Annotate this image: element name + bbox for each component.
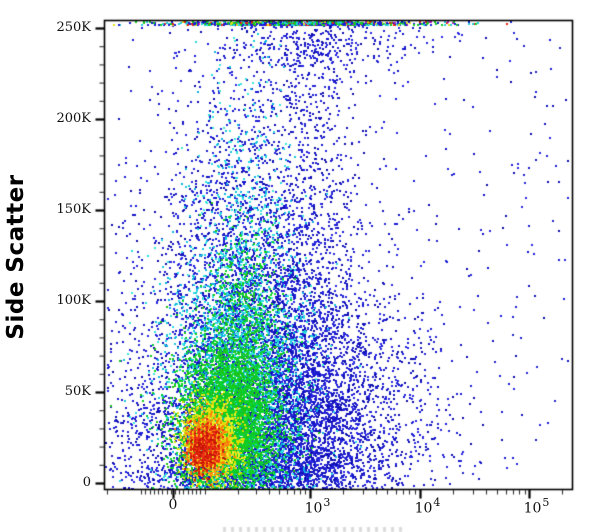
x-tick-label-103: 103	[304, 496, 331, 517]
y-axis-title: Side Scatter	[3, 174, 29, 340]
y-tick-label-150K: 150K	[56, 202, 91, 217]
y-tick-label-100K: 100K	[56, 293, 91, 308]
x-tick-label-0: 0	[168, 497, 178, 513]
y-tick-label-50K: 50K	[64, 384, 91, 399]
x-tick-label-104: 104	[414, 496, 441, 517]
x-axis-label-clipped	[223, 527, 407, 532]
x-tick-label-105: 105	[523, 496, 550, 517]
y-tick-label-250K: 250K	[56, 20, 91, 35]
y-tick-label-0: 0	[82, 475, 91, 490]
y-tick-label-200K: 200K	[56, 111, 91, 126]
